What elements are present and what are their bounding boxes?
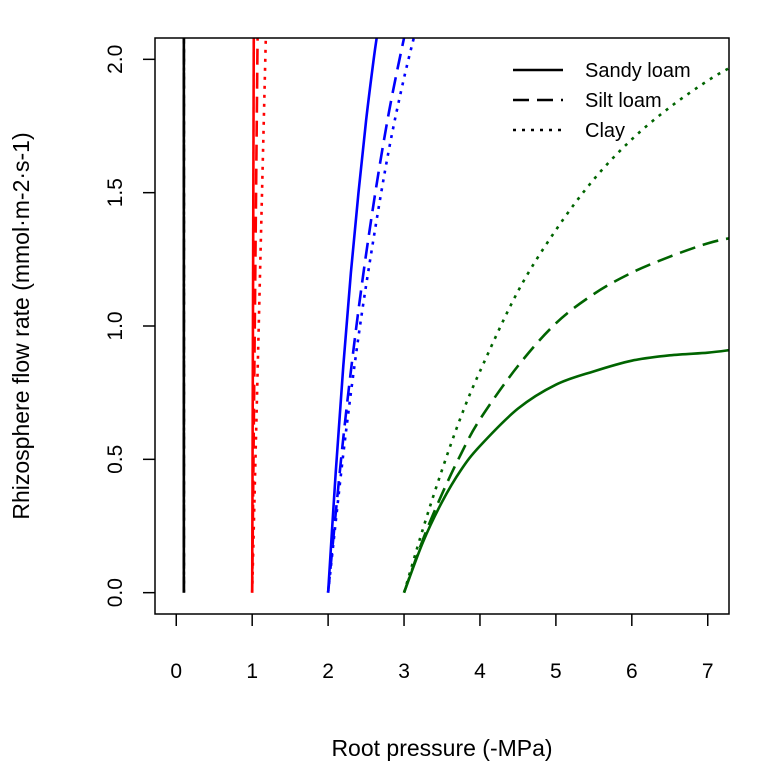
series-clay-0000FF xyxy=(326,38,416,593)
plot-frame xyxy=(154,37,730,615)
legend-label: Sandy loam xyxy=(585,60,691,82)
y-tick-label: 1.0 xyxy=(104,311,127,340)
series-layer xyxy=(182,38,729,594)
x-axis-title: Root pressure (-MPa) xyxy=(331,735,552,761)
series-silt-loam-006400 xyxy=(402,236,729,594)
x-tick-label: 6 xyxy=(626,660,638,683)
series-sandy-loam-006400 xyxy=(402,348,729,594)
x-tick-label: 4 xyxy=(474,660,486,683)
legend-label: Silt loam xyxy=(585,90,662,112)
y-tick-label: 0.0 xyxy=(104,578,127,607)
y-axis: 0.0 0.5 1.0 1.5 2.0 xyxy=(104,45,155,607)
series-clay-006400 xyxy=(402,66,729,594)
series-sandy-loam-0000FF xyxy=(326,38,378,593)
x-tick-label: 1 xyxy=(246,660,258,683)
x-tick-label: 2 xyxy=(322,660,334,683)
x-tick-label: 5 xyxy=(550,660,562,683)
series-silt-loam-FF0000 xyxy=(250,38,259,593)
legend-label: Clay xyxy=(585,120,625,142)
x-tick-label: 0 xyxy=(170,660,182,683)
legend: Sandy loam Silt loam Clay xyxy=(513,60,691,142)
y-tick-label: 1.5 xyxy=(104,178,127,207)
y-tick-label: 0.5 xyxy=(104,445,127,474)
y-axis-title: Rhizosphere flow rate (mmol·m-2·s-1) xyxy=(8,132,34,519)
y-tick-label: 2.0 xyxy=(104,45,127,74)
x-tick-label: 3 xyxy=(398,660,410,683)
x-axis: 0 1 2 3 4 5 6 7 xyxy=(170,614,714,683)
x-tick-label: 7 xyxy=(702,660,714,683)
